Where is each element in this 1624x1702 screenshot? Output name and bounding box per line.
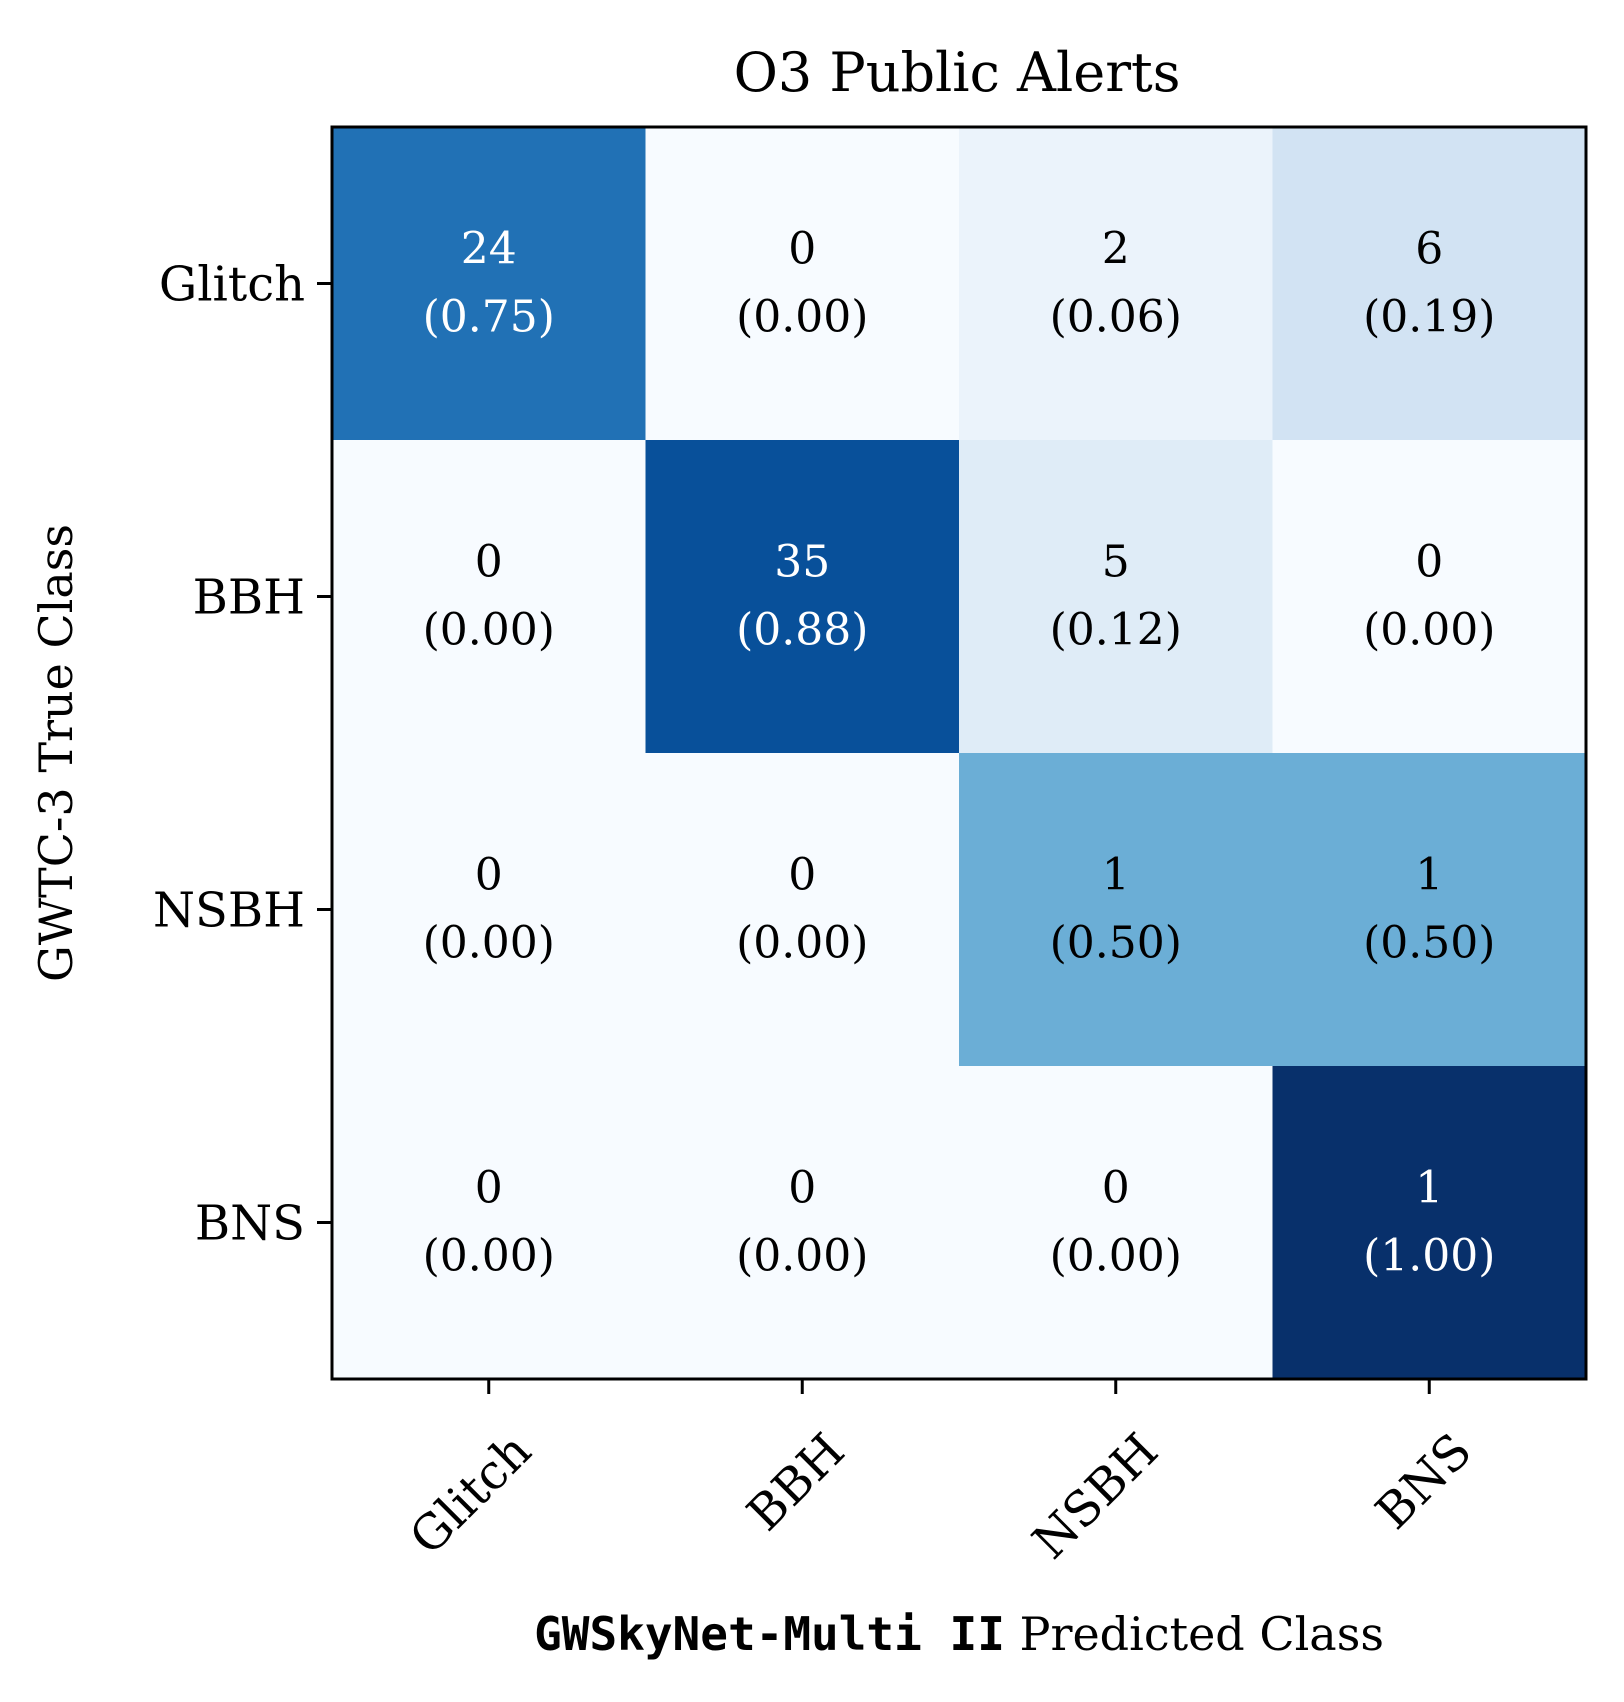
x-tick-label: BBH xyxy=(737,1423,856,1542)
cell-fraction-label: (0.00) xyxy=(423,918,555,969)
x-axis-label-gap xyxy=(1005,1607,1020,1661)
heatmap-cell xyxy=(959,440,1273,754)
cell-count-label: 24 xyxy=(461,224,517,275)
cell-fraction-label: (0.00) xyxy=(736,1231,868,1282)
cell-fraction-label: (0.00) xyxy=(736,918,868,969)
cell-count-label: 1 xyxy=(1415,1163,1443,1214)
heatmap-cell xyxy=(1272,1066,1587,1380)
heatmap-cell xyxy=(959,1066,1273,1380)
chart-title: O3 Public Alerts xyxy=(734,41,1181,104)
heatmap-cell xyxy=(645,1066,960,1380)
heatmap-cell-labels: 24 (0.75) 0 (0.00) 2 (0.06) 6 (0.19) 0 (0.00) 35 (0… xyxy=(423,224,1496,1282)
plot-frame xyxy=(330,125,1588,1381)
cell-fraction-label: (0.19) xyxy=(1363,292,1495,343)
cell-fraction-label: (0.88) xyxy=(736,605,868,656)
cell-count-label: 0 xyxy=(475,1163,503,1214)
cell-count-label: 0 xyxy=(1415,537,1443,588)
x-axis-label-text: Predicted Class xyxy=(1020,1607,1384,1661)
cell-count-label: 2 xyxy=(1102,224,1130,275)
y-tick-label: BBH xyxy=(193,570,305,626)
cell-count-label: 0 xyxy=(475,537,503,588)
heatmap-cell xyxy=(645,440,960,754)
y-tick-label: BNS xyxy=(195,1196,305,1252)
y-axis-label: GWTC-3 True Class xyxy=(29,524,83,982)
cell-fraction-label: (0.00) xyxy=(423,605,555,656)
cell-fraction-label: (0.50) xyxy=(1363,918,1495,969)
cell-fraction-label: (0.12) xyxy=(1050,605,1182,656)
cell-fraction-label: (0.75) xyxy=(423,292,555,343)
heatmap-cell xyxy=(959,753,1273,1067)
heatmap-cell xyxy=(1272,127,1587,441)
cell-fraction-label: (0.00) xyxy=(736,292,868,343)
heatmap-cell xyxy=(645,753,960,1067)
heatmap-cell xyxy=(332,1066,646,1380)
y-tick-label: NSBH xyxy=(153,883,305,939)
x-tick-label: NSBH xyxy=(1022,1423,1169,1570)
heatmap-cell xyxy=(332,127,646,441)
cell-count-label: 0 xyxy=(788,850,816,901)
y-axis-ticks: Glitch BBH NSBH BNS xyxy=(153,257,332,1252)
cell-count-label: 0 xyxy=(475,850,503,901)
cell-count-label: 35 xyxy=(774,537,830,588)
cell-count-label: 1 xyxy=(1415,850,1443,901)
heatmap-cell xyxy=(959,127,1273,441)
cell-count-label: 6 xyxy=(1415,224,1443,275)
cell-fraction-label: (0.50) xyxy=(1050,918,1182,969)
y-tick-label: Glitch xyxy=(159,257,305,313)
cell-count-label: 0 xyxy=(1102,1163,1130,1214)
cell-count-label: 0 xyxy=(788,224,816,275)
cell-fraction-label: (1.00) xyxy=(1363,1231,1495,1282)
cell-count-label: 5 xyxy=(1102,537,1130,588)
heatmap-cells xyxy=(332,127,1587,1380)
x-axis-label-model: GWSkyNet-Multi II xyxy=(534,1607,1005,1661)
x-tick-label: Glitch xyxy=(399,1423,542,1566)
heatmap-cell xyxy=(1272,440,1587,754)
heatmap-cell xyxy=(645,127,960,441)
cell-fraction-label: (0.00) xyxy=(1363,605,1495,656)
heatmap-cell xyxy=(332,440,646,754)
cell-count-label: 1 xyxy=(1102,850,1130,901)
heatmap-cell xyxy=(1272,753,1587,1067)
cell-count-label: 0 xyxy=(788,1163,816,1214)
cell-fraction-label: (0.00) xyxy=(423,1231,555,1282)
heatmap-cell xyxy=(332,753,646,1067)
cell-fraction-label: (0.00) xyxy=(1050,1231,1182,1282)
x-tick-label: BNS xyxy=(1365,1423,1482,1540)
x-axis-label: GWSkyNet-Multi II Predicted Class xyxy=(534,1607,1384,1661)
cell-fraction-label: (0.06) xyxy=(1050,292,1182,343)
x-axis-ticks: Glitch BBH NSBH BNS xyxy=(399,1379,1483,1570)
